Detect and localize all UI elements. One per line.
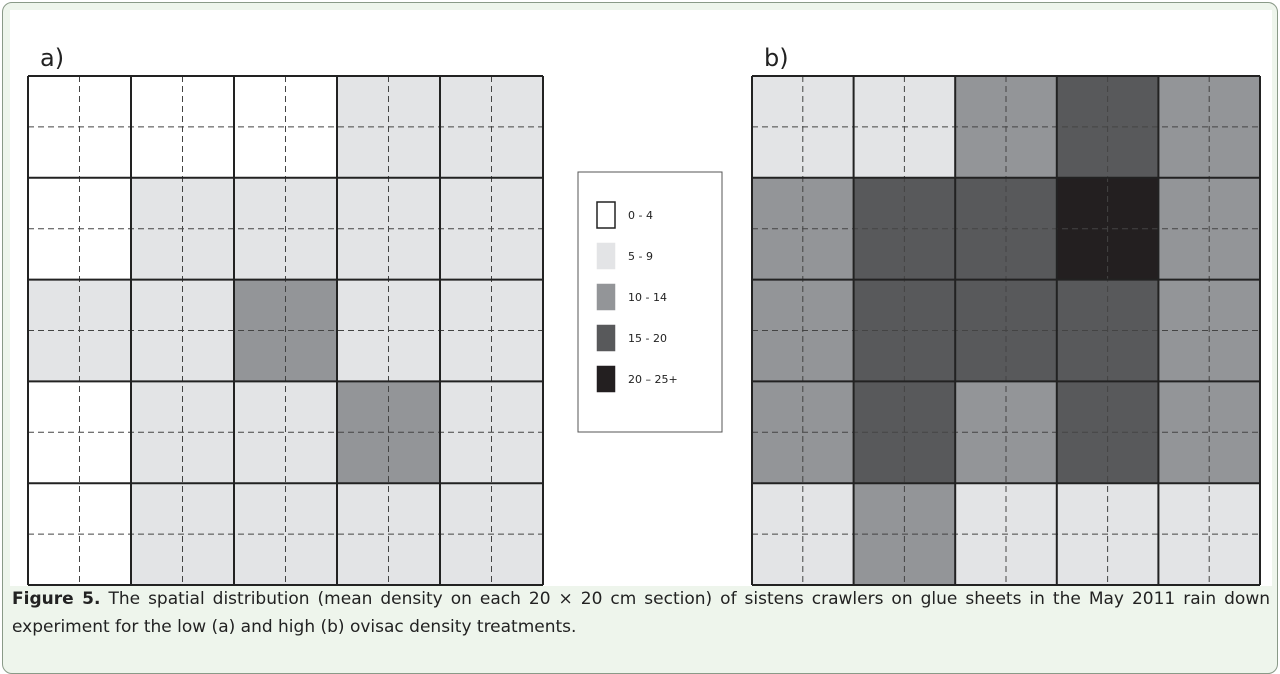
panel-label: b) — [764, 44, 789, 72]
legend-label: 15 - 20 — [628, 332, 667, 345]
legend-swatch — [596, 283, 616, 311]
legend-swatch — [596, 365, 616, 393]
legend-swatch — [596, 242, 616, 270]
legend-label: 20 – 25+ — [628, 373, 678, 386]
content: a) b) 0 - 4 5 - 9 10 - 14 15 - 20 20 – 25+ — [27, 44, 1261, 586]
legend-label: 10 - 14 — [628, 291, 667, 304]
caption-text: The spatial distribution (mean density o… — [12, 589, 1271, 637]
caption-label: Figure 5. — [12, 589, 101, 609]
legend-swatch — [596, 324, 616, 352]
legend-label: 0 - 4 — [628, 209, 653, 222]
panel-label: a) — [40, 44, 64, 72]
figure: a) b) 0 - 4 5 - 9 10 - 14 15 - 20 20 – 25+ — [10, 10, 1272, 586]
legend-label: 5 - 9 — [628, 250, 653, 263]
legend-swatch — [596, 201, 616, 229]
caption: Figure 5. The spatial distribution (mean… — [12, 585, 1270, 641]
